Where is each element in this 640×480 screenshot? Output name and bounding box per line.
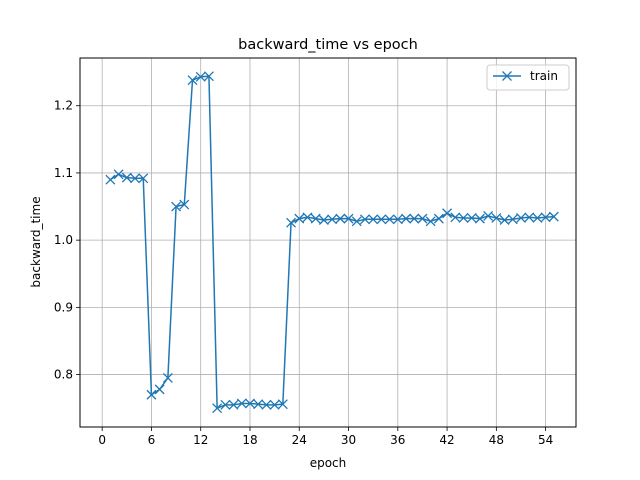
x-tick-label: 48: [489, 433, 504, 447]
data-point: [113, 169, 124, 180]
legend-box: [486, 64, 570, 91]
data-point: [220, 399, 231, 410]
data-point: [327, 214, 338, 225]
legend-label: train: [530, 69, 558, 83]
x-tick-label: 24: [292, 433, 307, 447]
data-point: [417, 213, 428, 224]
data-point: [491, 213, 502, 223]
data-point: [154, 384, 165, 395]
x-tick-label: 12: [193, 433, 208, 447]
data-point: [540, 212, 551, 223]
data-point: [294, 213, 305, 224]
data-point: [376, 214, 387, 225]
x-tick-label: 54: [538, 433, 553, 447]
legend-marker-x: [502, 71, 512, 81]
data-point: [277, 399, 288, 410]
data-point: [212, 403, 223, 414]
data-point: [236, 398, 247, 409]
x-tick-label: 6: [148, 433, 156, 447]
data-point: [335, 213, 346, 224]
data-point: [146, 389, 157, 400]
data-point: [121, 172, 132, 183]
data-point: [187, 75, 198, 86]
x-tick-label: 18: [242, 433, 257, 447]
y-tick-label: 1.2: [54, 99, 73, 113]
grid: [80, 58, 576, 427]
chart-title: backward_time vs epoch: [238, 37, 418, 53]
data-point: [179, 199, 190, 210]
data-point: [253, 399, 264, 410]
y-tick-label: 1.1: [54, 166, 73, 180]
data-point: [195, 71, 206, 82]
data-point: [245, 398, 255, 409]
data-point: [310, 213, 321, 224]
plot-frame: [79, 57, 577, 428]
y-axis: 0.8 0.9 1.0 1.1 1.2: [54, 99, 80, 382]
data-point: [458, 213, 469, 223]
data-point: [425, 216, 436, 227]
data-point: [507, 214, 518, 225]
x-tick-label: 36: [390, 433, 405, 447]
x-tick-label: 30: [341, 433, 356, 447]
data-point: [162, 372, 173, 383]
data-point: [548, 211, 559, 222]
legend-marker: [502, 71, 512, 81]
data-point: [359, 214, 370, 225]
data-point: [318, 215, 329, 225]
data-point: [138, 173, 149, 184]
x-tick-label: 42: [439, 433, 454, 447]
data-point: [351, 216, 362, 227]
data-point: [474, 213, 485, 224]
x-axis-label: epoch: [310, 456, 347, 470]
data-point: [368, 214, 379, 225]
data-point: [466, 213, 477, 223]
data-point: [532, 213, 543, 223]
data-point: [384, 214, 395, 225]
data-point: [343, 213, 354, 224]
data-point: [171, 201, 182, 212]
data-point: [269, 399, 280, 410]
x-axis: 0 6 12 18 24 30 36 42 48 54: [98, 427, 553, 447]
data-point: [401, 213, 411, 224]
data-point: [302, 212, 313, 223]
legend: train: [486, 64, 570, 91]
data-point: [286, 217, 297, 228]
y-tick-label: 1.0: [54, 233, 73, 247]
data-point: [228, 399, 239, 410]
data-point: [433, 213, 444, 224]
series-layer: [105, 71, 559, 414]
y-tick-label: 0.9: [54, 300, 73, 314]
data-point: [261, 399, 272, 410]
data-point: [499, 215, 510, 225]
data-point: [450, 212, 461, 223]
data-point: [409, 213, 420, 224]
data-point: [130, 173, 140, 184]
data-point: [203, 71, 214, 82]
data-point: [483, 210, 494, 221]
data-point: [105, 174, 116, 185]
data-point: [442, 208, 453, 219]
y-axis-label: backward_time: [29, 196, 43, 287]
data-point: [392, 214, 403, 225]
data-point: [524, 212, 535, 223]
x-tick-label: 0: [98, 433, 106, 447]
data-point: [516, 213, 526, 223]
y-tick-label: 0.8: [54, 368, 73, 382]
